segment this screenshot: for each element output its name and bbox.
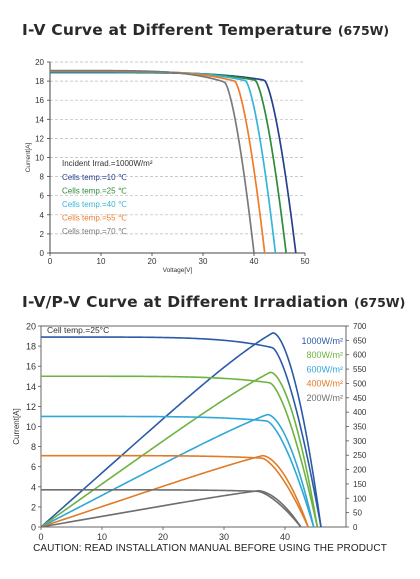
x-axis-label: Voltage[V] — [163, 267, 193, 274]
chart2-title-text: I-V/P-V Curve at Different Irradiation — [22, 293, 349, 311]
y-tick-label-4: 4 — [31, 482, 36, 492]
caution-note: CAUTION: READ INSTALLATION MANUAL BEFORE… — [33, 543, 387, 554]
y-tick-label-12: 12 — [26, 402, 36, 412]
y2-tick-label-0: 0 — [353, 523, 358, 532]
x-tick-label-20: 20 — [158, 532, 168, 542]
x-tick-label-10: 10 — [97, 257, 106, 266]
y-tick-label-8: 8 — [31, 442, 36, 452]
y-tick-label-12: 12 — [35, 134, 44, 143]
y2-tick-label-500: 500 — [353, 379, 367, 388]
y2-tick-label-200: 200 — [353, 466, 367, 475]
y-tick-label-16: 16 — [35, 96, 44, 105]
iv-temperature-chart: 0 2 4 6 8 10 12 14 16 18 20 0 10 20 30 40 50 Voltage[V] Cu… — [25, 58, 310, 274]
y-tick-label-4: 4 — [40, 211, 45, 220]
legend-entry-3: Cells temp.=55 ℃ — [62, 214, 127, 223]
legend-entry-0: 1000W/m² — [301, 336, 343, 346]
iv-curve-1 — [41, 375, 319, 528]
x-tick-label-30: 30 — [219, 532, 229, 542]
y2-tick-label-600: 600 — [353, 351, 367, 360]
iv-curve-4 — [40, 489, 302, 528]
y2-tick-label-650: 650 — [353, 336, 367, 345]
y-tick-label-10: 10 — [35, 154, 44, 163]
y2-tick-label-550: 550 — [353, 365, 367, 374]
legend-entry-1: 800W/m² — [306, 350, 343, 360]
y-tick-label-0: 0 — [40, 249, 45, 258]
y-tick-label-2: 2 — [31, 502, 36, 512]
x-tick-label-0: 0 — [38, 532, 43, 542]
y-tick-label-6: 6 — [40, 192, 45, 201]
y-axis-label: Current[A] — [25, 142, 32, 172]
pv-curve-4 — [40, 490, 302, 528]
pv-curve-3 — [40, 454, 309, 528]
y-tick-label-16: 16 — [26, 362, 36, 372]
annotation-irradiance: Incident Irrad.=1000W/m² — [62, 159, 153, 168]
y2-tick-label-700: 700 — [353, 322, 367, 331]
chart2-title: I-V/P-V Curve at Different Irradiation (… — [22, 292, 405, 311]
y2-tick-label-300: 300 — [353, 437, 367, 446]
chart2-title-suffix: (675W) — [354, 295, 406, 310]
y2-tick-label-350: 350 — [353, 423, 367, 432]
pv-curve-0 — [40, 332, 322, 528]
iv-curve-3 — [40, 454, 309, 528]
chart1-title: I-V Curve at Different Temperature (675W… — [22, 20, 389, 39]
y-tick-label-18: 18 — [26, 342, 36, 352]
y2-tick-label-250: 250 — [353, 451, 367, 460]
x-tick-label-40: 40 — [250, 257, 259, 266]
legend-entry-2: 600W/m² — [306, 364, 343, 374]
y2-tick-label-150: 150 — [353, 480, 367, 489]
x-tick-label-20: 20 — [148, 257, 157, 266]
y-tick-label-14: 14 — [26, 382, 36, 392]
iv-curve-4 — [49, 69, 255, 254]
y-tick-label-20: 20 — [35, 58, 44, 67]
y-tick-label-6: 6 — [31, 462, 36, 472]
legend-entry-0: Cells temp.=10 ℃ — [62, 173, 127, 182]
x-tick-label-10: 10 — [97, 532, 107, 542]
annotation-cell-temp: Cell temp.=25°C — [47, 325, 109, 335]
legend-entry-4: Cells temp.=70 ℃ — [62, 227, 127, 236]
x-tick-label-50: 50 — [301, 257, 310, 266]
chart1-title-text: I-V Curve at Different Temperature — [22, 21, 333, 39]
x-tick-label-30: 30 — [199, 257, 208, 266]
x-tick-label-40: 40 — [280, 532, 290, 542]
y2-tick-label-400: 400 — [353, 408, 367, 417]
y-tick-label-14: 14 — [35, 115, 44, 124]
iv-curve-2 — [41, 415, 315, 528]
x-tick-label-0: 0 — [48, 257, 53, 266]
legend-entry-1: Cells temp.=25 ℃ — [62, 187, 127, 196]
y-tick-label-10: 10 — [26, 422, 36, 432]
y2-tick-label-450: 450 — [353, 394, 367, 403]
y-tick-label-18: 18 — [35, 77, 44, 86]
y-tick-label-20: 20 — [26, 322, 36, 332]
chart1-title-suffix: (675W) — [337, 23, 390, 38]
legend-entry-4: 200W/m² — [306, 393, 343, 403]
iv-curve-0 — [41, 336, 322, 528]
y2-tick-label-100: 100 — [353, 494, 367, 503]
legend-entry-3: 400W/m² — [306, 379, 343, 389]
legend-entry-2: Cells temp.=40 ℃ — [62, 200, 127, 209]
pv-curve-1 — [40, 371, 319, 528]
y-axis-label: Current[A] — [12, 408, 21, 444]
y-tick-label-2: 2 — [40, 230, 45, 239]
y-tick-label-8: 8 — [40, 173, 45, 182]
y2-tick-label-50: 50 — [353, 509, 362, 518]
y-tick-label-0: 0 — [31, 523, 36, 533]
